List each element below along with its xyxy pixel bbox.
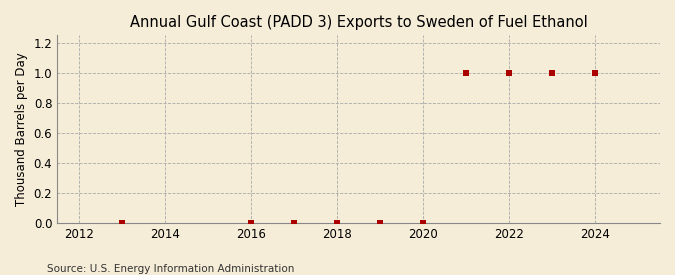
Point [461, 71, 472, 75]
Point [116, 221, 127, 225]
Point [547, 71, 558, 75]
Point [590, 71, 601, 75]
Y-axis label: Thousand Barrels per Day: Thousand Barrels per Day [15, 52, 28, 206]
Point [418, 221, 429, 225]
Title: Annual Gulf Coast (PADD 3) Exports to Sweden of Fuel Ethanol: Annual Gulf Coast (PADD 3) Exports to Sw… [130, 15, 587, 30]
Point [289, 221, 300, 225]
Point [375, 221, 385, 225]
Point [504, 71, 515, 75]
Point [246, 221, 256, 225]
Point [331, 221, 342, 225]
Text: Source: U.S. Energy Information Administration: Source: U.S. Energy Information Administ… [47, 264, 294, 274]
